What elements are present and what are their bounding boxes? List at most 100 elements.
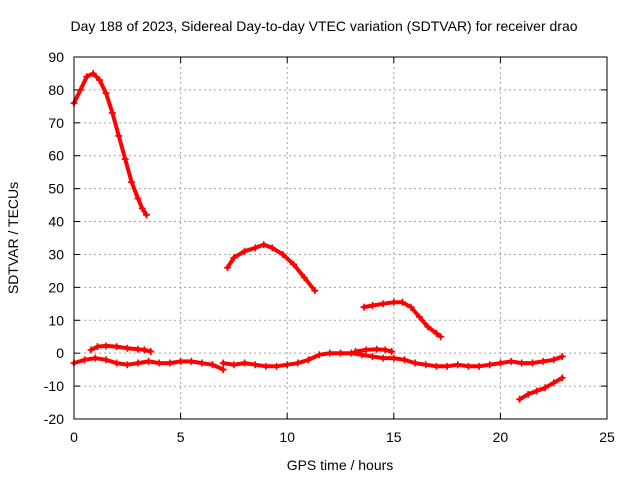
data-point [524, 390, 532, 398]
data-point [230, 361, 238, 369]
data-point [496, 359, 504, 367]
data-point [91, 354, 99, 362]
data-point [279, 250, 287, 258]
data-point [219, 359, 227, 367]
data-point [262, 362, 270, 370]
data-point [209, 361, 217, 369]
y-tick-label: 10 [48, 312, 64, 328]
data-point [373, 345, 381, 353]
series-track-4 [87, 342, 155, 356]
data-point [224, 264, 232, 272]
x-tick-label: 10 [279, 429, 295, 445]
plot-frame [73, 56, 608, 420]
data-point [368, 301, 376, 309]
data-point [241, 359, 249, 367]
data-point [121, 155, 129, 163]
chart-title: Day 188 of 2023, Sidereal Day-to-day VTE… [70, 18, 577, 34]
data-point [362, 346, 370, 354]
series-track-3 [360, 298, 445, 341]
data-point [155, 359, 163, 367]
y-tick-label: 0 [56, 345, 64, 361]
data-point [550, 356, 558, 364]
data-point [390, 298, 398, 306]
x-tick-label: 25 [599, 429, 615, 445]
data-point [290, 260, 298, 268]
data-point [230, 254, 238, 262]
data-point [390, 354, 398, 362]
series-track-2 [224, 241, 319, 295]
data-point [315, 351, 323, 359]
data-point [360, 303, 368, 311]
data-point [198, 359, 206, 367]
y-axis-label: SDTVAR / TECUs [5, 182, 21, 294]
data-point [407, 303, 415, 311]
x-tick-label: 15 [386, 429, 402, 445]
data-point [113, 359, 121, 367]
data-point [87, 346, 95, 354]
data-point [379, 354, 387, 362]
series-track-8 [516, 374, 566, 403]
y-tick-label: 20 [48, 279, 64, 295]
y-tick-label: -20 [44, 411, 64, 427]
y-tick-label: 90 [48, 49, 64, 65]
data-point [145, 357, 153, 365]
data-point [241, 247, 249, 255]
data-point [113, 343, 121, 351]
series-trace [517, 375, 565, 402]
data-point [273, 362, 281, 370]
series-track-6 [70, 354, 227, 374]
data-point [260, 241, 268, 249]
data-point [432, 362, 440, 370]
series-trace [225, 242, 317, 293]
data-point [379, 300, 387, 308]
data-point [115, 132, 123, 140]
data-point [432, 329, 440, 337]
data-point [443, 362, 451, 370]
data-point [528, 359, 536, 367]
grid [73, 56, 608, 420]
x-axis-label: GPS time / hours [287, 457, 394, 473]
data-point [96, 76, 104, 84]
data-point [76, 86, 84, 94]
data-point [89, 69, 97, 77]
data-point [140, 346, 148, 354]
data-point [415, 313, 423, 321]
data-point [424, 323, 432, 331]
data-point [368, 352, 376, 360]
data-point [166, 359, 174, 367]
data-point [311, 287, 319, 295]
data-point [93, 343, 101, 351]
data-point [347, 349, 355, 357]
data-point [411, 359, 419, 367]
data-point [558, 374, 566, 382]
data-point [541, 384, 549, 392]
data-point [475, 362, 483, 370]
data-point [507, 357, 515, 365]
data-point [81, 356, 89, 364]
data-point [550, 379, 558, 387]
data-point [337, 349, 344, 357]
data-point [83, 73, 91, 81]
data-point [283, 361, 291, 369]
data-point [454, 361, 462, 369]
y-tick-label: 50 [48, 181, 64, 197]
data-point [422, 361, 430, 369]
data-point [102, 342, 110, 350]
data-point [123, 361, 131, 369]
tick-labels: 0 5 10 15 20 25 -20 -10 0 10 20 30 40 50 60 70 80 90 [44, 49, 615, 445]
data-point [539, 357, 547, 365]
data-point [142, 211, 150, 219]
y-tick-label: 30 [48, 246, 64, 262]
data-point [102, 356, 110, 364]
data-point [134, 359, 142, 367]
y-tick-label: 70 [48, 115, 64, 131]
data-point [300, 273, 308, 281]
y-tick-label: 80 [48, 82, 64, 98]
data-point [400, 356, 408, 364]
series-trace [72, 71, 149, 217]
data-point [464, 362, 472, 370]
data-point [294, 359, 302, 367]
data-point [305, 356, 313, 364]
data-point [533, 387, 541, 395]
data-point [102, 89, 110, 97]
